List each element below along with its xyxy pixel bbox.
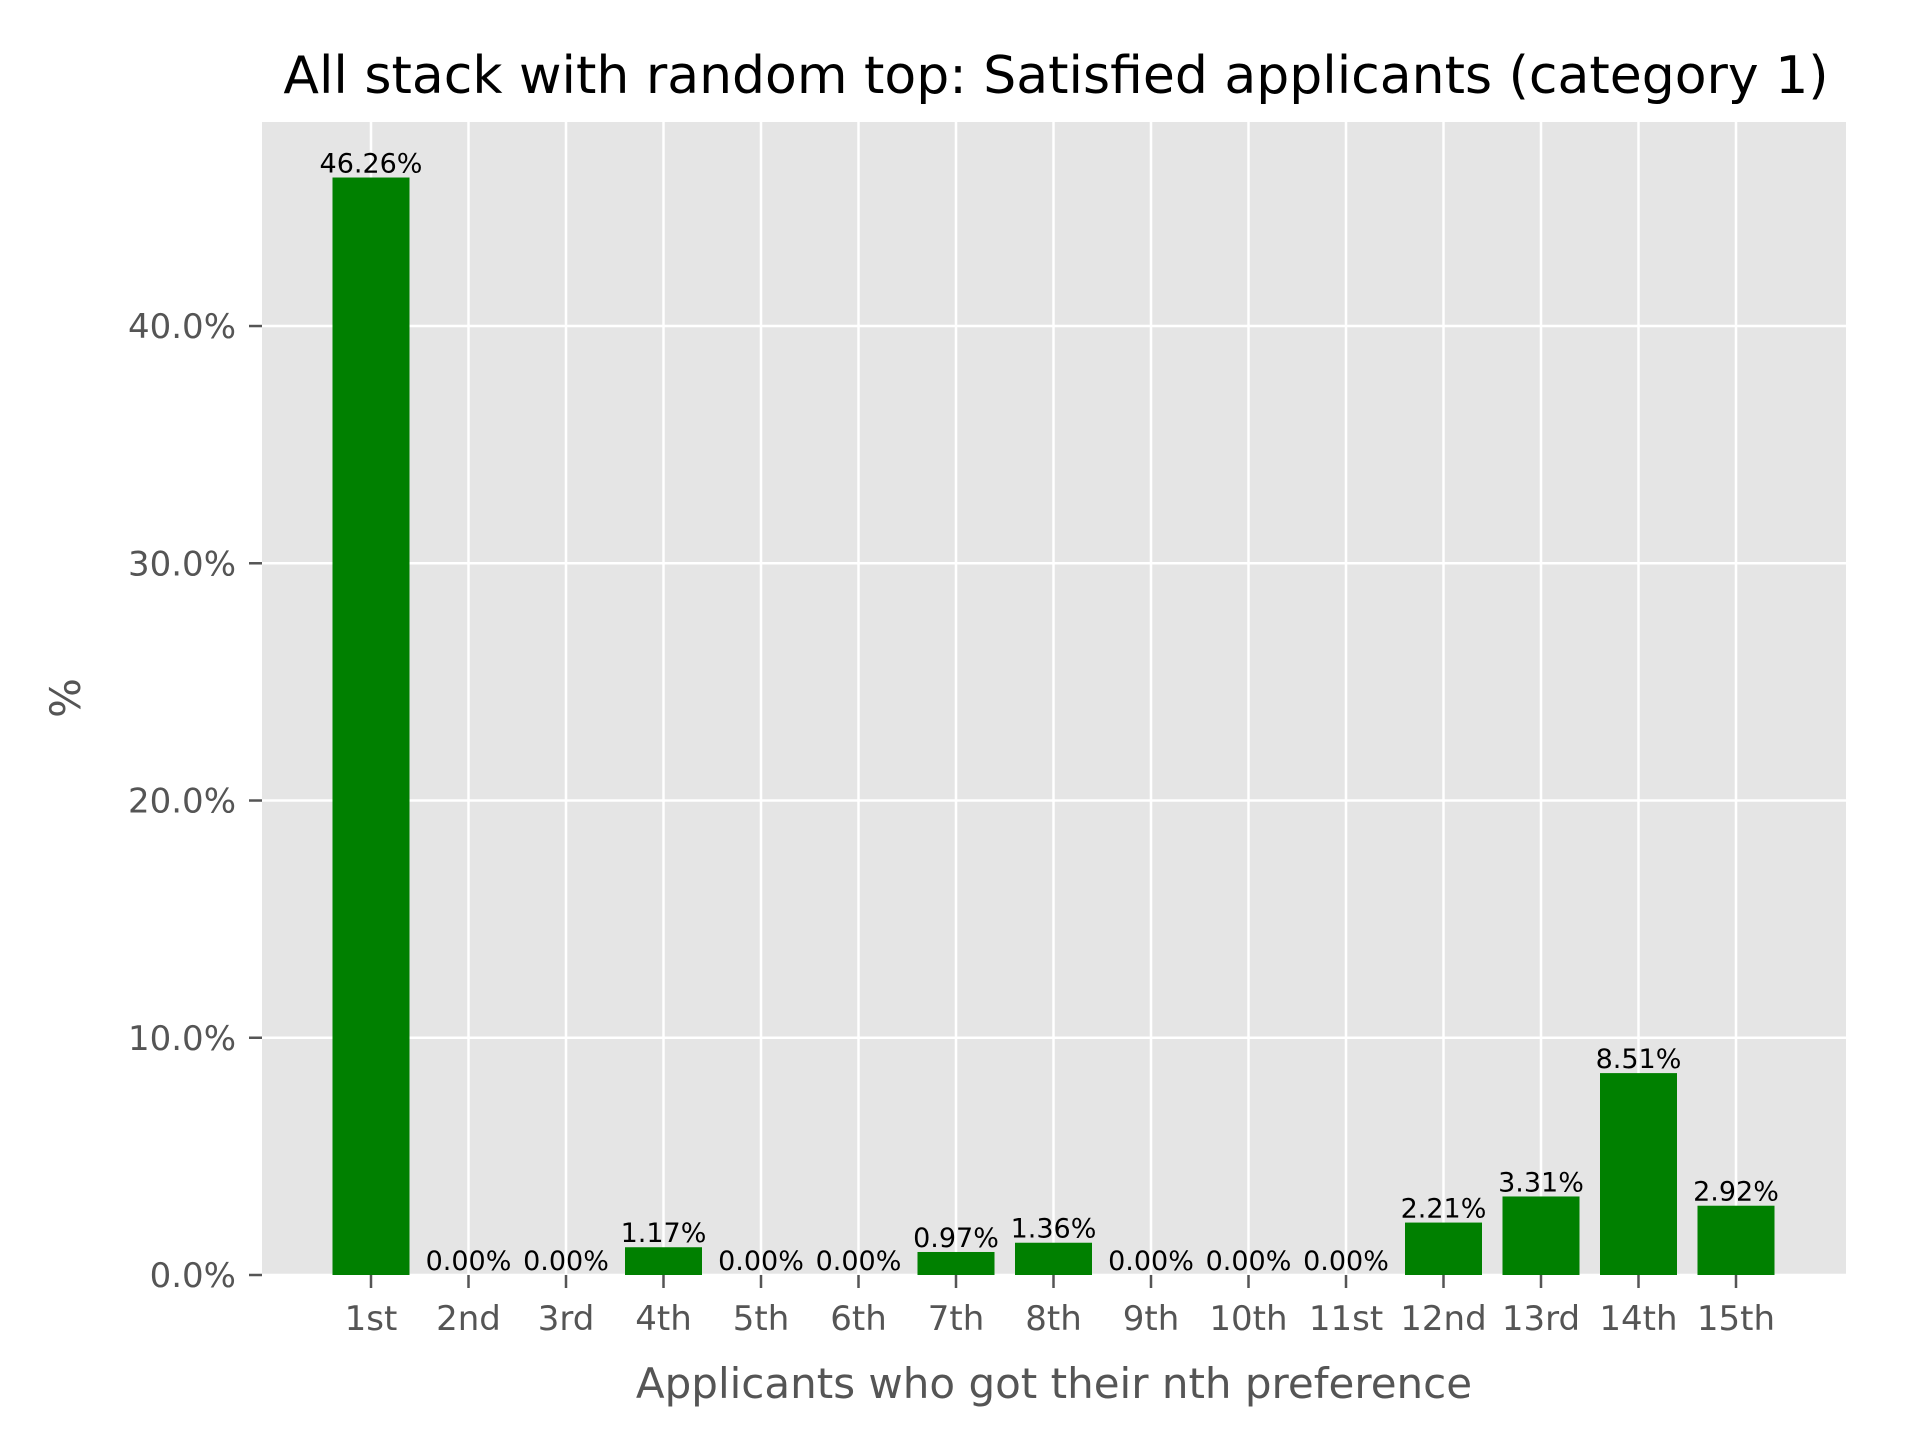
x-tick-label: 5th bbox=[733, 1299, 790, 1339]
data-label: 0.97% bbox=[913, 1223, 999, 1254]
y-tick-label: 10.0% bbox=[128, 1019, 236, 1059]
x-tick-label: 1st bbox=[345, 1299, 398, 1339]
data-label: 0.00% bbox=[1108, 1246, 1194, 1277]
bar-14th bbox=[1600, 1073, 1677, 1275]
bar-8th bbox=[1015, 1242, 1092, 1275]
data-labels: 46.26% 0.00% 0.00% 1.17% 0.00% 0.00% 0.97% 1.36… bbox=[320, 149, 1779, 1277]
bar-12nd bbox=[1405, 1222, 1482, 1275]
x-tick-label: 14th bbox=[1599, 1299, 1677, 1339]
data-label: 0.00% bbox=[1303, 1246, 1389, 1277]
data-label: 46.26% bbox=[320, 149, 423, 180]
y-axis-label: % bbox=[41, 678, 90, 718]
data-label: 2.92% bbox=[1693, 1177, 1779, 1208]
x-tick-label: 6th bbox=[830, 1299, 887, 1339]
y-tick-label: 30.0% bbox=[128, 544, 236, 584]
data-label: 0.00% bbox=[816, 1246, 902, 1277]
data-label: 3.31% bbox=[1498, 1167, 1584, 1198]
bar-7th bbox=[917, 1251, 995, 1275]
x-tick-label: 13rd bbox=[1502, 1299, 1580, 1339]
bar-15th bbox=[1697, 1205, 1775, 1275]
y-axis: 0.0% 10.0% 20.0% 30.0% 40.0% bbox=[128, 307, 262, 1296]
data-label: 1.17% bbox=[621, 1218, 707, 1249]
bar-13rd bbox=[1502, 1196, 1580, 1275]
data-label: 2.21% bbox=[1401, 1194, 1487, 1225]
x-tick-label: 12nd bbox=[1400, 1299, 1486, 1339]
x-tick-label: 11st bbox=[1309, 1299, 1383, 1339]
data-label: 0.00% bbox=[718, 1246, 804, 1277]
data-label: 0.00% bbox=[426, 1246, 512, 1277]
data-label: 0.00% bbox=[523, 1246, 609, 1277]
x-tick-label: 2nd bbox=[436, 1299, 501, 1339]
x-axis: 1st 2nd 3rd 4th 5th 6th 7th 8th 9th 10th 11st 12nd 1… bbox=[345, 1275, 1775, 1339]
bar-4th bbox=[625, 1247, 702, 1275]
x-axis-label: Applicants who got their nth preference bbox=[636, 1359, 1472, 1408]
x-tick-label: 9th bbox=[1123, 1299, 1180, 1339]
x-tick-label: 3rd bbox=[538, 1299, 595, 1339]
y-tick-label: 0.0% bbox=[150, 1256, 236, 1296]
bar-1st bbox=[332, 177, 410, 1276]
x-tick-label: 8th bbox=[1025, 1299, 1082, 1339]
chart-title: All stack with random top: Satisfied app… bbox=[283, 46, 1828, 106]
data-label: 0.00% bbox=[1206, 1246, 1292, 1277]
y-tick-label: 40.0% bbox=[128, 307, 236, 347]
x-tick-label: 15th bbox=[1697, 1299, 1775, 1339]
data-label: 8.51% bbox=[1596, 1044, 1682, 1075]
data-label: 1.36% bbox=[1011, 1214, 1097, 1245]
x-tick-label: 10th bbox=[1209, 1299, 1287, 1339]
x-tick-label: 4th bbox=[635, 1299, 692, 1339]
y-tick-label: 20.0% bbox=[128, 782, 236, 822]
bars bbox=[332, 177, 1775, 1276]
x-tick-label: 7th bbox=[928, 1299, 985, 1339]
